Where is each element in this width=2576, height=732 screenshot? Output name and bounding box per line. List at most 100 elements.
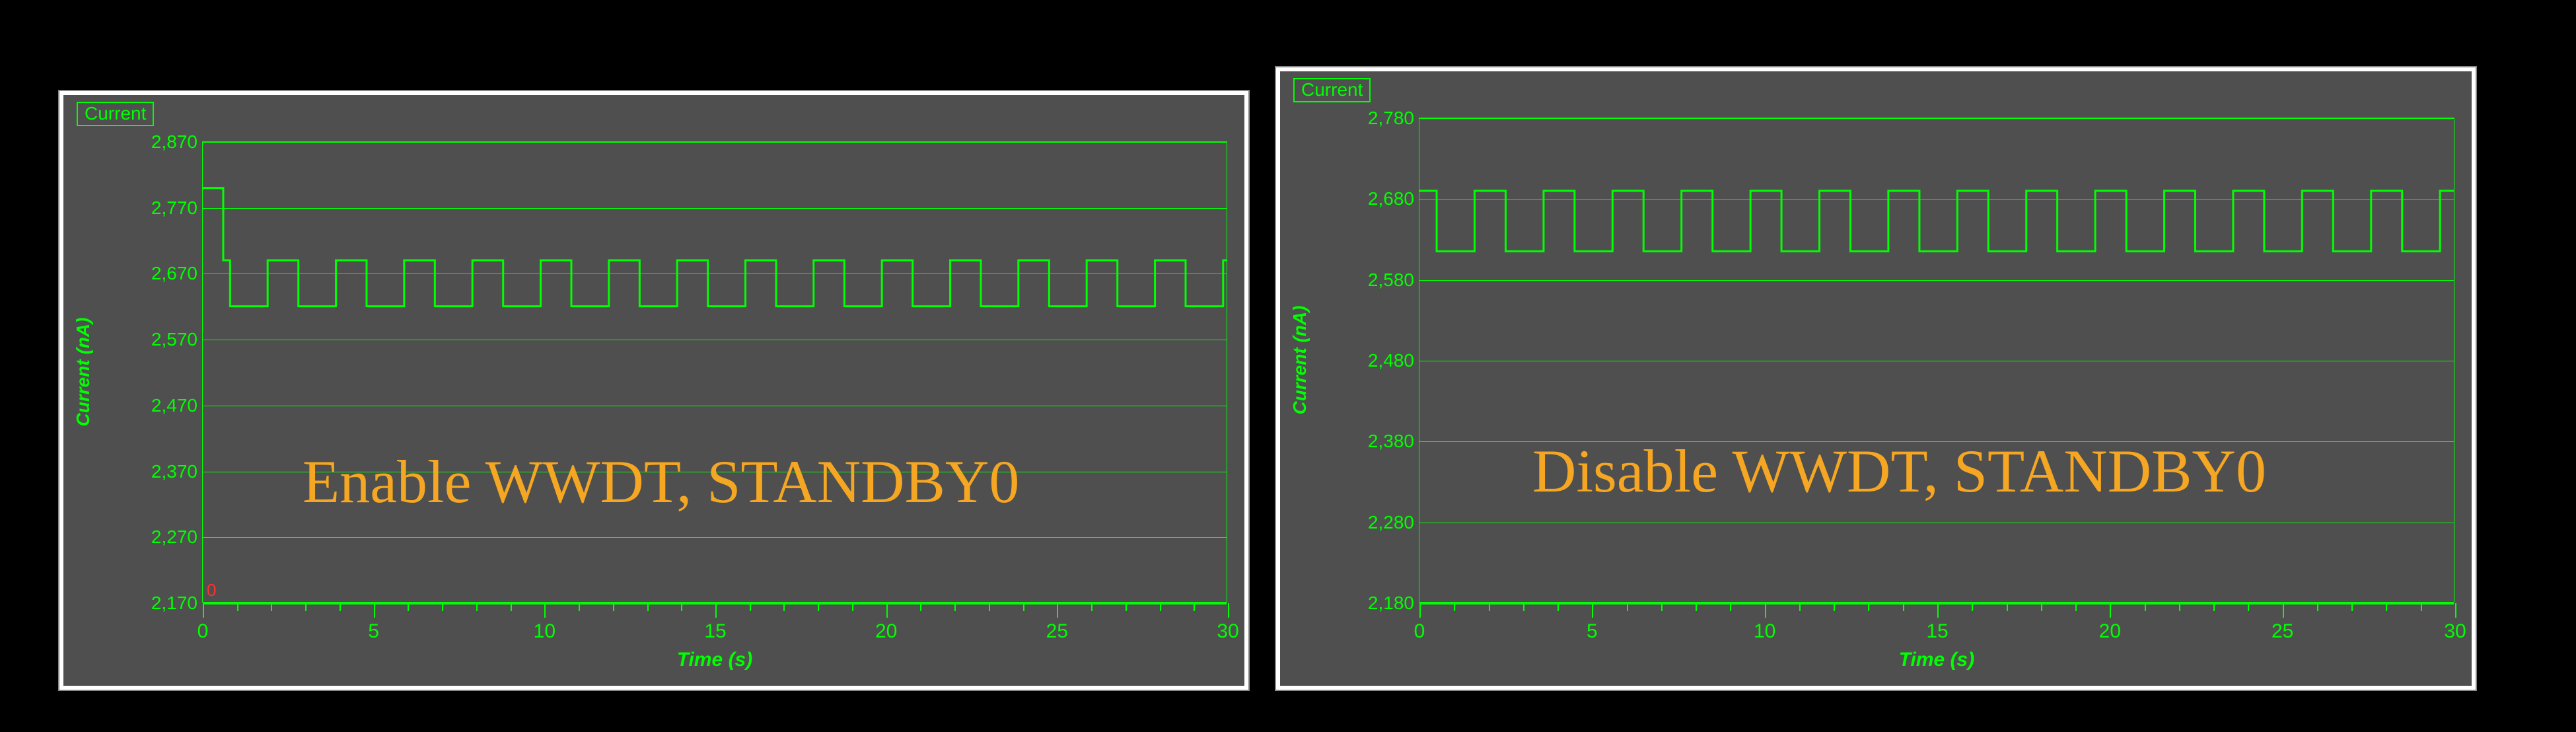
y-tick-label: 2,570: [151, 329, 197, 350]
x-tick-label: 15: [704, 620, 726, 643]
x-tick-label: 5: [1587, 620, 1598, 643]
x-minor-tick: [237, 603, 238, 611]
series-tag: Current: [1293, 78, 1371, 102]
left-plot-outer: Current 0 2,1702,2702,3702,4702,5702,670…: [63, 95, 1244, 686]
x-minor-tick: [1730, 603, 1731, 611]
y-axis-label: Current (nA): [1289, 306, 1310, 415]
x-major-tick: [2455, 603, 2456, 618]
x-minor-tick: [1972, 603, 1973, 611]
x-minor-tick: [1160, 603, 1161, 611]
x-major-tick: [1419, 603, 1421, 618]
x-major-tick: [2283, 603, 2284, 618]
x-minor-tick: [2041, 603, 2042, 611]
y-tick-label: 2,280: [1368, 512, 1414, 533]
x-tick-label: 10: [1754, 620, 1775, 643]
x-minor-tick: [1627, 603, 1628, 611]
x-major-tick: [1057, 603, 1058, 618]
x-minor-tick: [1799, 603, 1801, 611]
x-tick-label: 20: [2099, 620, 2121, 643]
x-major-tick: [886, 603, 888, 618]
x-tick-label: 30: [2444, 620, 2466, 643]
x-minor-tick: [408, 603, 409, 611]
x-minor-tick: [750, 603, 751, 611]
series-tag: Current: [77, 102, 154, 126]
y-axis-label: Current (nA): [73, 318, 94, 427]
x-minor-tick: [1091, 603, 1092, 611]
x-tick-label: 20: [875, 620, 897, 643]
x-axis-ruler: [1419, 602, 2454, 604]
x-minor-tick: [1454, 603, 1455, 611]
left-plot-area: 0 2,1702,2702,3702,4702,5702,6702,7702,8…: [202, 141, 1227, 603]
x-major-tick: [1592, 603, 1593, 618]
right-plot-outer: Current 2,1802,2802,3802,4802,5802,6802,…: [1280, 71, 2472, 686]
x-minor-tick: [2145, 603, 2146, 611]
y-tick-label: 2,780: [1368, 108, 1414, 129]
gridline-horizontal: [1419, 199, 2454, 200]
x-tick-label: 25: [2272, 620, 2293, 643]
x-minor-tick: [305, 603, 306, 611]
x-minor-tick: [1903, 603, 1904, 611]
x-tick-label: 15: [1926, 620, 1948, 643]
x-major-tick: [1937, 603, 1939, 618]
x-axis-label: Time (s): [677, 649, 752, 671]
x-major-tick: [203, 603, 204, 618]
x-tick-label: 25: [1046, 620, 1068, 643]
x-minor-tick: [989, 603, 990, 611]
y-tick-label: 2,270: [151, 527, 197, 548]
x-minor-tick: [2075, 603, 2077, 611]
y-tick-label: 2,870: [151, 131, 197, 153]
x-minor-tick: [783, 603, 785, 611]
y-tick-label: 2,180: [1368, 593, 1414, 614]
y-tick-label: 2,680: [1368, 188, 1414, 209]
y-tick-label: 2,580: [1368, 270, 1414, 291]
x-minor-tick: [2317, 603, 2318, 611]
x-minor-tick: [681, 603, 682, 611]
x-minor-tick: [647, 603, 649, 611]
gridline-horizontal: [203, 537, 1227, 538]
x-axis-label: Time (s): [1899, 649, 1974, 671]
gridline-horizontal: [203, 142, 1227, 143]
canvas-root: ▭✚↔↕◎⚑↺🔍✛▦🔒⋯ Current 0 2,1702,2702,3702,…: [0, 0, 2576, 732]
x-tick-label: 5: [368, 620, 379, 643]
x-minor-tick: [1661, 603, 1663, 611]
y-tick-label: 2,380: [1368, 431, 1414, 452]
x-tick-label: 30: [1217, 620, 1238, 643]
x-minor-tick: [2007, 603, 2008, 611]
x-minor-tick: [954, 603, 956, 611]
x-minor-tick: [340, 603, 341, 611]
gridline-horizontal: [1419, 118, 2454, 119]
left-overlay-text: Enable WWDT, STANDBY0: [303, 447, 1019, 517]
x-minor-tick: [271, 603, 272, 611]
x-major-tick: [374, 603, 375, 618]
right-overlay-text: Disable WWDT, STANDBY0: [1532, 436, 2266, 506]
y-tick-label: 2,670: [151, 263, 197, 284]
x-minor-tick: [1126, 603, 1127, 611]
right-plot-area: 2,1802,2802,3802,4802,5802,6802,78005101…: [1419, 118, 2454, 603]
x-major-tick: [715, 603, 717, 618]
x-minor-tick: [2213, 603, 2215, 611]
left-waveform: [203, 142, 1227, 602]
left-panel: Current 0 2,1702,2702,3702,4702,5702,670…: [58, 90, 1250, 691]
x-minor-tick: [2248, 603, 2249, 611]
x-minor-tick: [920, 603, 921, 611]
x-minor-tick: [2351, 603, 2353, 611]
x-major-tick: [1765, 603, 1766, 618]
x-minor-tick: [1523, 603, 1524, 611]
x-minor-tick: [1194, 603, 1195, 611]
x-minor-tick: [1696, 603, 1697, 611]
x-tick-label: 10: [534, 620, 555, 643]
origin-marker: 0: [207, 580, 216, 601]
y-tick-label: 2,470: [151, 395, 197, 416]
x-minor-tick: [1557, 603, 1559, 611]
right-waveform: [1419, 118, 2454, 602]
x-minor-tick: [511, 603, 512, 611]
signal-trace: [1419, 191, 2454, 252]
x-major-tick: [544, 603, 546, 618]
y-tick-label: 2,770: [151, 198, 197, 219]
x-minor-tick: [2421, 603, 2422, 611]
x-minor-tick: [852, 603, 853, 611]
x-minor-tick: [1868, 603, 1869, 611]
x-minor-tick: [1023, 603, 1024, 611]
right-panel: Current 2,1802,2802,3802,4802,5802,6802,…: [1275, 66, 2477, 691]
x-minor-tick: [2386, 603, 2387, 611]
